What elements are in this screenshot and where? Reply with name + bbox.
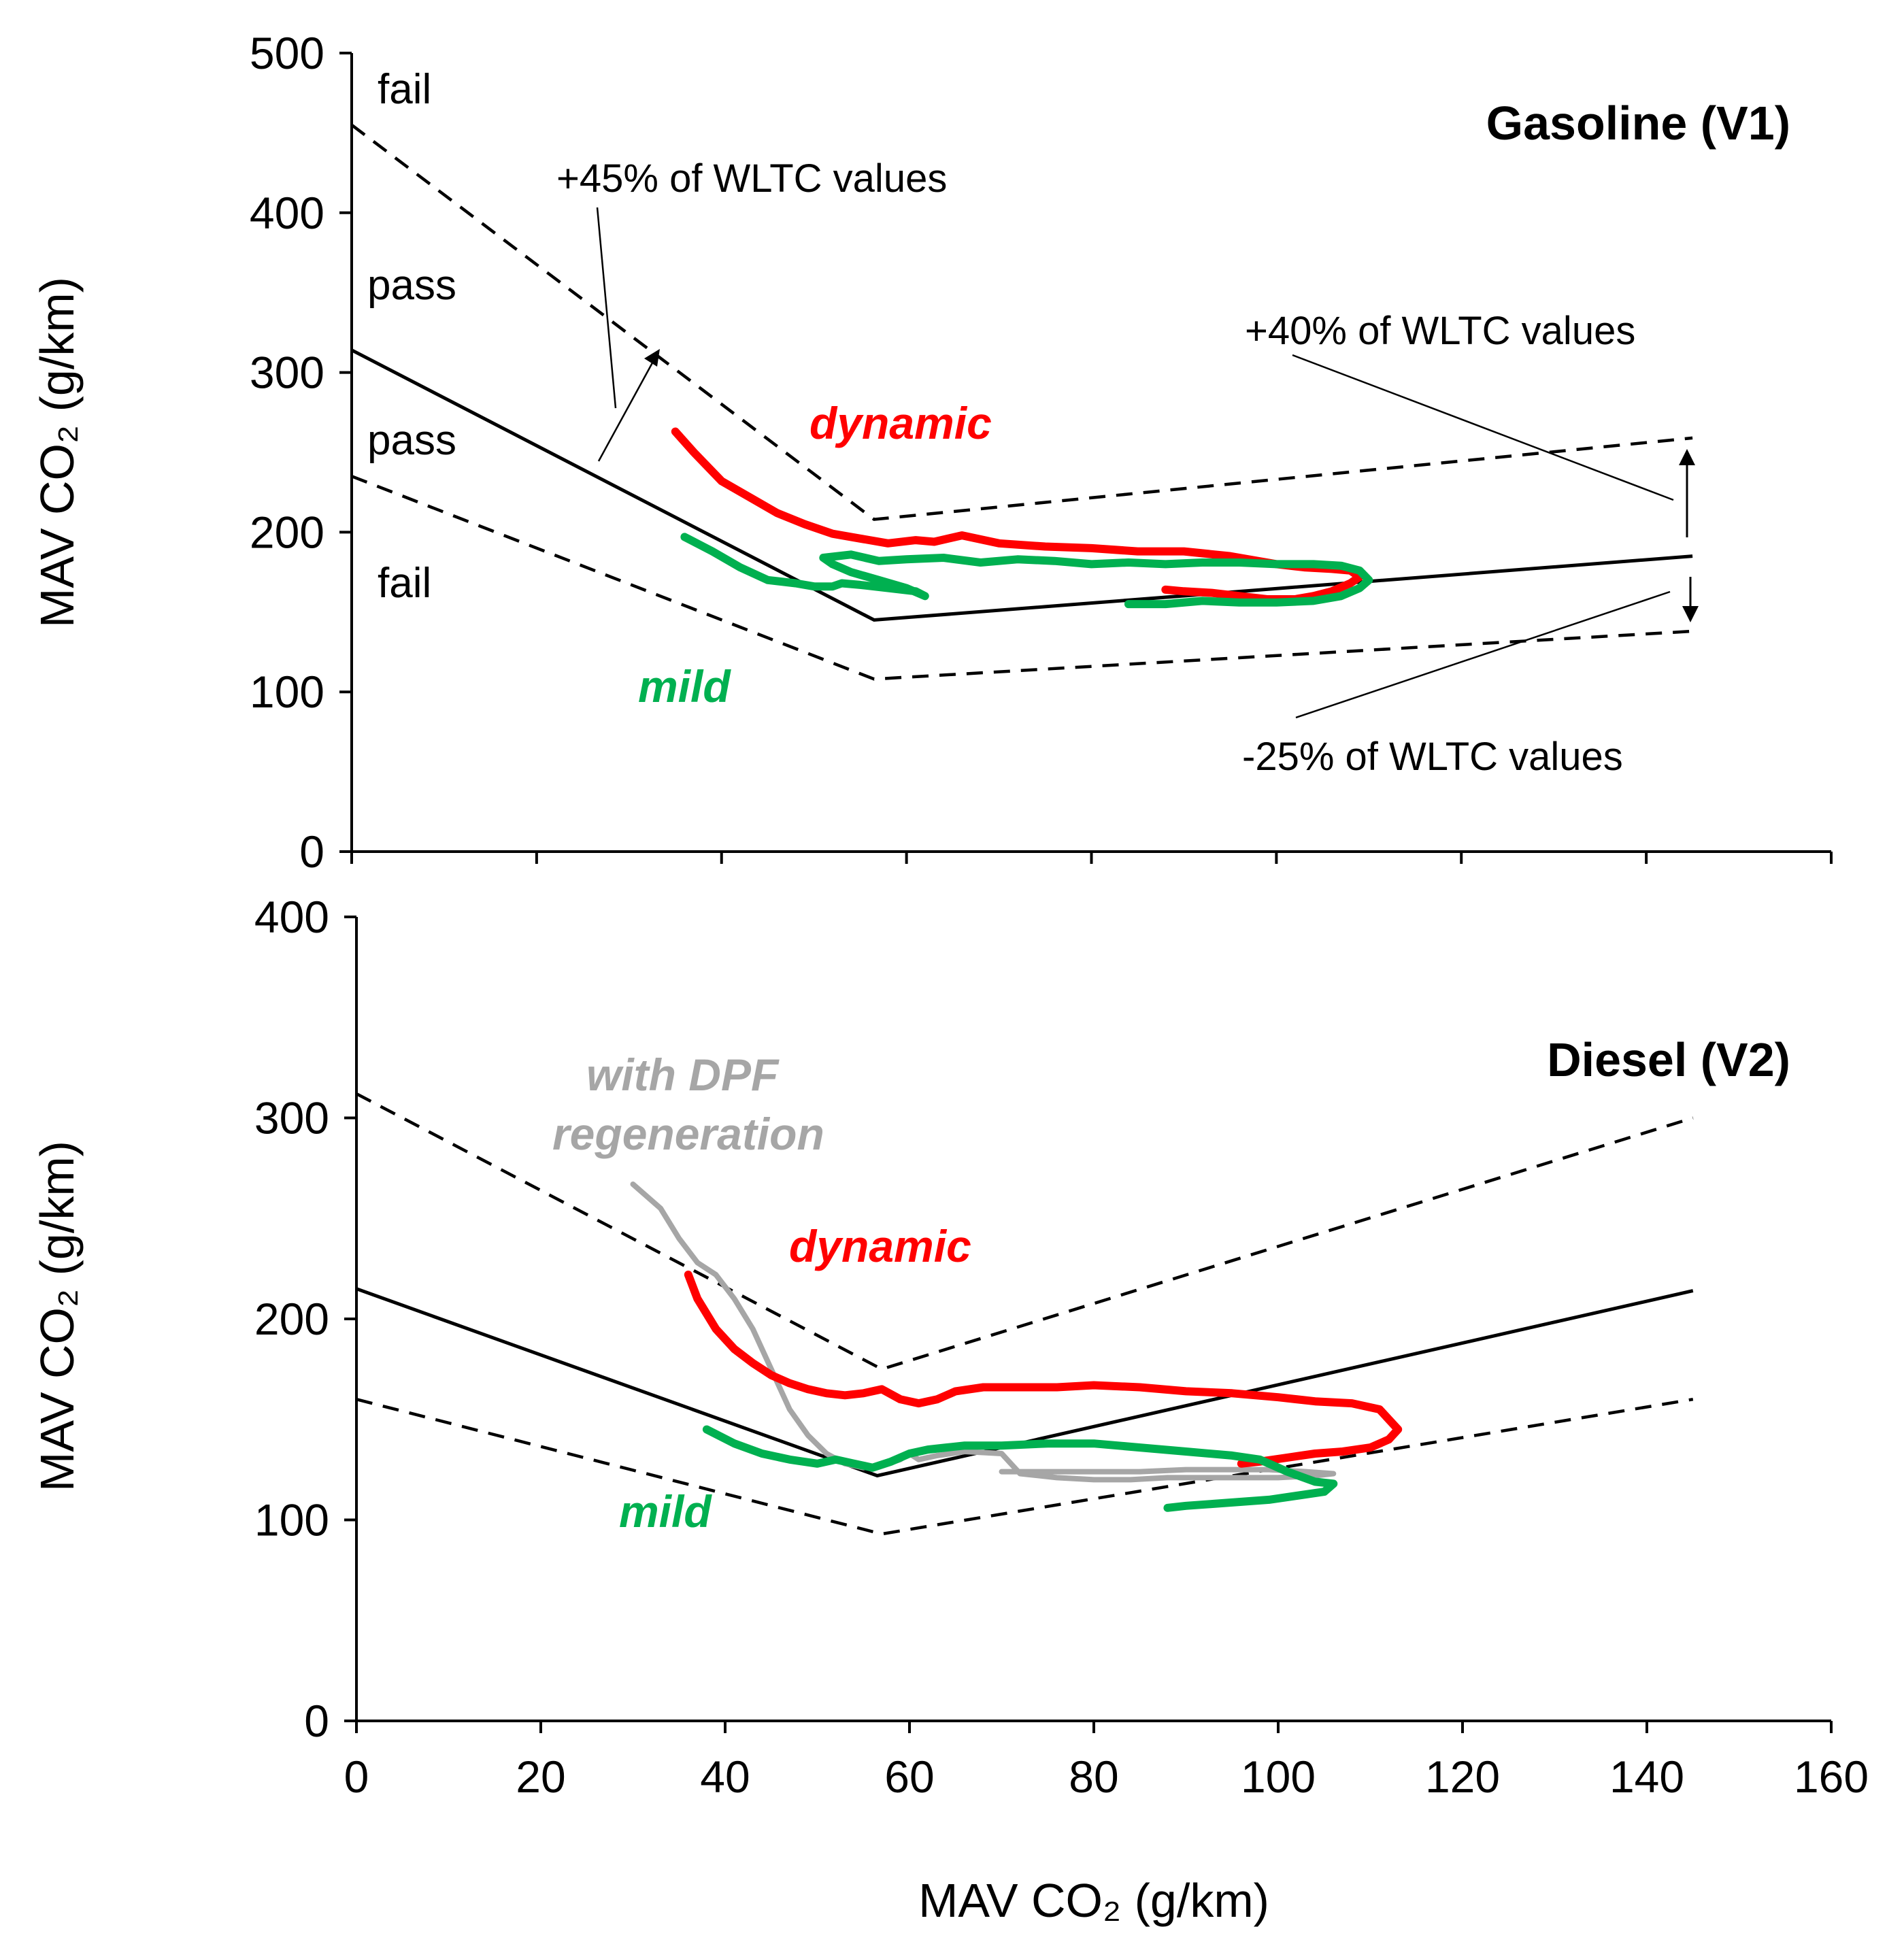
- series-lines: [630, 1182, 1403, 1512]
- x-tick-label: 100: [1241, 1752, 1316, 1802]
- zone-label-pass-upper: pass: [367, 262, 456, 309]
- y-tick-label: 0: [299, 826, 324, 877]
- tolerance-line: [356, 1397, 1694, 1536]
- leader-line-25: [1295, 590, 1671, 719]
- series-line-mild: [702, 1425, 1338, 1512]
- y-axis-label: MAV CO₂ (g/km): [31, 1141, 84, 1492]
- y-axis-label: MAV CO₂ (g/km): [31, 277, 84, 628]
- annotation-upper-45: +45% of WLTC values: [556, 156, 947, 201]
- y-tick-label: 400: [250, 188, 324, 238]
- arrowhead-45: [644, 349, 660, 367]
- y-ticks: 0 100 200 300 400: [254, 892, 356, 1746]
- tolerance-line: [350, 123, 1693, 521]
- y-tick-label: 500: [250, 28, 324, 78]
- tolerance-line: [351, 475, 1693, 681]
- gasoline-panel: 0 100 200 300 400 500 MAV CO₂ (g/km) Gasoline…: [31, 28, 1833, 877]
- reference-lines: [355, 1092, 1694, 1536]
- y-tick-label: 200: [254, 1294, 329, 1344]
- series-line-dynamic: [684, 1271, 1403, 1468]
- reference-line: [356, 1287, 1694, 1478]
- y-tick-label: 200: [250, 507, 324, 557]
- x-axis-label: MAV CO₂ (g/km): [918, 1874, 1269, 1927]
- annotation-lower-25: -25% of WLTC values: [1242, 735, 1623, 779]
- x-ticks: 0 20 40 60 80 100 120 140 160: [344, 1721, 1869, 1802]
- chart-title: Gasoline (V1): [1486, 97, 1790, 150]
- y-tick-label: 100: [250, 667, 324, 717]
- series-line-dynamic: [671, 427, 1364, 603]
- series-label-dynamic: dynamic: [789, 1221, 971, 1271]
- series-label-mild: mild: [619, 1486, 712, 1537]
- reference-lines: [350, 123, 1693, 681]
- series-label-dynamic: dynamic: [809, 398, 992, 448]
- y-tick-label: 100: [254, 1495, 329, 1545]
- y-tick-label: 300: [254, 1093, 329, 1143]
- arrow-45: [597, 358, 656, 462]
- y-tick-label: 0: [304, 1696, 329, 1746]
- zone-label-fail-top: fail: [378, 66, 431, 113]
- series-label-dpf-line1: with DPF: [586, 1050, 780, 1100]
- x-ticks: [350, 852, 1833, 864]
- leader-line-45: [596, 207, 617, 409]
- x-tick-label: 140: [1609, 1752, 1684, 1802]
- x-tick-label: 80: [1069, 1752, 1118, 1802]
- y-ticks: 0 100 200 300 400 500: [250, 28, 352, 877]
- zone-label-fail-bottom: fail: [378, 560, 431, 607]
- leader-line-40: [1292, 354, 1674, 501]
- reference-line: [350, 348, 1693, 622]
- arrowhead-up-40: [1679, 449, 1695, 465]
- x-tick-label: 120: [1425, 1752, 1500, 1802]
- series-line-with-dpf-regeneration: [630, 1182, 1337, 1483]
- series-label-dpf-line2: regeneration: [552, 1109, 824, 1159]
- x-tick-label: 60: [884, 1752, 934, 1802]
- x-tick-label: 0: [344, 1752, 369, 1802]
- chart-title: Diesel (V2): [1547, 1033, 1790, 1086]
- x-tick-label: 160: [1794, 1752, 1869, 1802]
- y-tick-label: 400: [254, 892, 329, 942]
- series-line-mild: [680, 533, 1373, 609]
- tolerance-line: [355, 1092, 1694, 1371]
- x-tick-label: 20: [516, 1752, 565, 1802]
- diesel-panel: 0 100 200 300 400 0 20 40 60 80 100 120 140 160 MAV …: [31, 892, 1869, 1927]
- zone-label-pass-lower: pass: [367, 417, 456, 464]
- annotation-upper-40: +40% of WLTC values: [1245, 309, 1635, 353]
- y-tick-label: 300: [250, 348, 324, 398]
- series-lines: [671, 427, 1373, 609]
- arrowhead-down-25: [1682, 606, 1699, 622]
- x-tick-label: 40: [700, 1752, 750, 1802]
- series-label-mild: mild: [638, 661, 731, 711]
